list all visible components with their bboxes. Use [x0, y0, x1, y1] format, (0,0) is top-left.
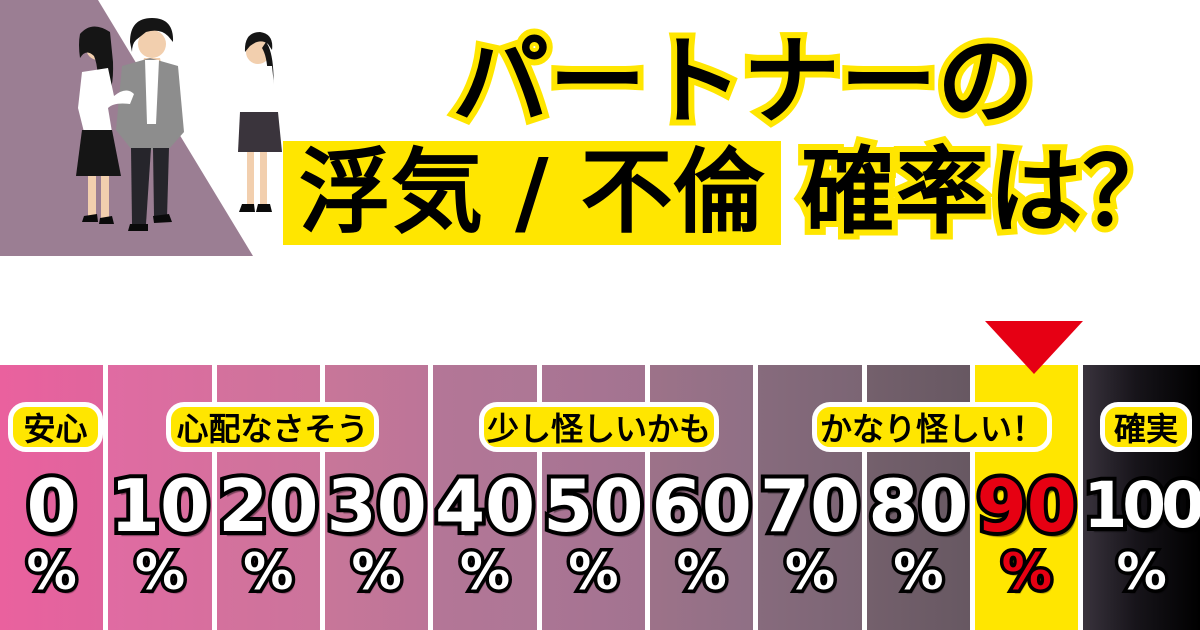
zone-pill-bit-suspicious: 少し怪しいかも: [479, 402, 719, 452]
man-silhouette: [116, 18, 184, 231]
percent-value: 100: [1079, 467, 1200, 545]
percent-sign: %: [782, 542, 839, 603]
couple-illustration: [0, 0, 282, 256]
percent-value: 20: [214, 466, 322, 546]
percent-sign: %: [565, 542, 622, 603]
percent-value: 90: [973, 466, 1081, 546]
percent-sign: %: [456, 542, 513, 603]
percent-value: 30: [323, 466, 431, 546]
percent-sign: %: [348, 542, 405, 603]
pointer-arrow-icon: [985, 321, 1083, 374]
percent-value: 0: [23, 466, 81, 546]
percent-sign: %: [131, 542, 188, 603]
zone-pill-safe: 安心: [8, 402, 103, 452]
woman-silhouette: [76, 26, 134, 224]
percent-value: 70: [756, 466, 864, 546]
percent-value: 80: [864, 466, 972, 546]
scale-segment-70: 70 %: [756, 365, 864, 630]
percent-sign: %: [890, 542, 947, 603]
percent-value: 10: [106, 466, 214, 546]
title-rest: 確率は？: [795, 135, 1183, 251]
percent-value: 60: [648, 466, 756, 546]
scale-segment-60: 60 %: [648, 365, 756, 630]
percent-sign: %: [673, 542, 730, 603]
percent-value: 50: [539, 466, 647, 546]
title-highlight: 浮気 / 不倫: [283, 141, 781, 245]
percent-sign: %: [23, 542, 80, 603]
title-line2: 浮気 / 不倫 確率は？: [283, 135, 1183, 251]
zone-pill-very-suspicious: かなり怪しい！: [812, 402, 1052, 452]
percent-value: 40: [431, 466, 539, 546]
percent-sign: %: [1113, 542, 1170, 603]
title-line1: パートナーの: [446, 24, 1040, 140]
standing-woman-silhouette: [238, 32, 282, 212]
percent-sign: %: [240, 542, 297, 603]
zone-pill-no-worry: 心配なさそう: [166, 402, 379, 452]
percent-sign: %: [998, 542, 1055, 603]
zone-pill-certain: 確実: [1100, 402, 1192, 452]
